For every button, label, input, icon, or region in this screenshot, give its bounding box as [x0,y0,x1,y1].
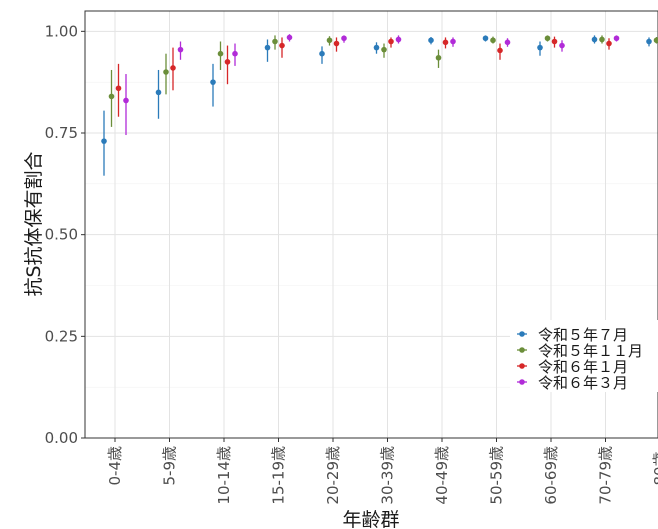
legend-label: 令和５年１１月 [538,342,643,360]
y-tick-label: 0.75 [45,124,78,142]
data-point [373,44,380,51]
y-tick-label: 1.00 [45,22,78,40]
data-point [435,54,442,61]
y-tick-label: 0.00 [45,429,78,447]
data-point [341,35,347,42]
data-point [599,36,605,43]
x-tick-label: 60-69歳 [542,446,560,505]
legend-key-point [519,379,525,385]
data-points [101,34,658,144]
x-tick-label: 80歳- [651,446,658,486]
data-point [591,36,598,43]
data-point [286,34,293,41]
data-point [264,44,271,51]
x-tick-label: 70-79歳 [597,446,615,505]
data-point [115,85,122,92]
data-point [497,47,503,54]
data-point [559,42,565,49]
y-tick-label: 0.50 [45,226,78,244]
legend-label: 令和５年７月 [538,326,628,344]
data-point [381,46,387,53]
x-tick-label: 5-9歳 [161,446,179,486]
data-point [551,38,558,45]
data-point [123,97,129,104]
x-tick-label: 0-4歳 [106,446,124,486]
legend-key-point [519,363,525,369]
data-point [395,36,402,43]
data-point [450,38,456,45]
y-axis-ticks: 0.00 0.25 0.50 0.75 1.00 [45,22,85,447]
legend-label: 令和６年３月 [538,374,628,392]
data-point [279,42,285,49]
data-point [388,38,394,45]
data-point [155,89,162,96]
data-point [606,40,612,47]
plot-panel-border [84,10,658,439]
x-tick-label: 40-49歳 [433,446,451,505]
data-point [646,38,652,45]
data-point [170,65,176,71]
data-point [537,44,543,51]
data-point [272,38,278,45]
x-tick-label: 20-29歳 [324,446,342,505]
legend-key-point [519,347,525,353]
x-tick-label: 50-59歳 [488,446,506,505]
data-point [177,46,184,53]
data-point [101,138,107,144]
data-point [224,59,231,65]
error-bars [103,34,658,176]
data-point [504,39,511,46]
data-point [653,37,658,44]
data-point [613,35,620,42]
x-axis-title: 年齢群 [342,509,399,529]
data-point [490,37,496,44]
legend-background [510,320,658,392]
y-tick-label: 0.25 [45,327,78,345]
x-tick-label: 10-14歳 [215,446,233,505]
x-tick-label: 30-39歳 [379,446,397,505]
data-point [428,37,434,44]
legend-key-point [519,331,525,337]
data-point [326,37,333,44]
data-point [333,40,340,47]
data-point [232,50,238,57]
data-point [217,50,224,57]
y-axis-title: 抗S抗体保有割合 [23,151,45,296]
x-axis-ticks: 0-4歳 5-9歳 10-14歳 15-19歳 20-29歳 30-39歳 40-49歳 50… [106,438,658,505]
data-point [210,79,216,85]
data-point [108,93,115,100]
data-point [482,35,489,42]
x-tick-label: 15-19歳 [270,446,288,505]
data-point [163,69,169,75]
data-point [319,50,325,57]
data-point [442,39,449,46]
data-point [544,35,551,42]
legend-label: 令和６年１月 [538,358,628,376]
